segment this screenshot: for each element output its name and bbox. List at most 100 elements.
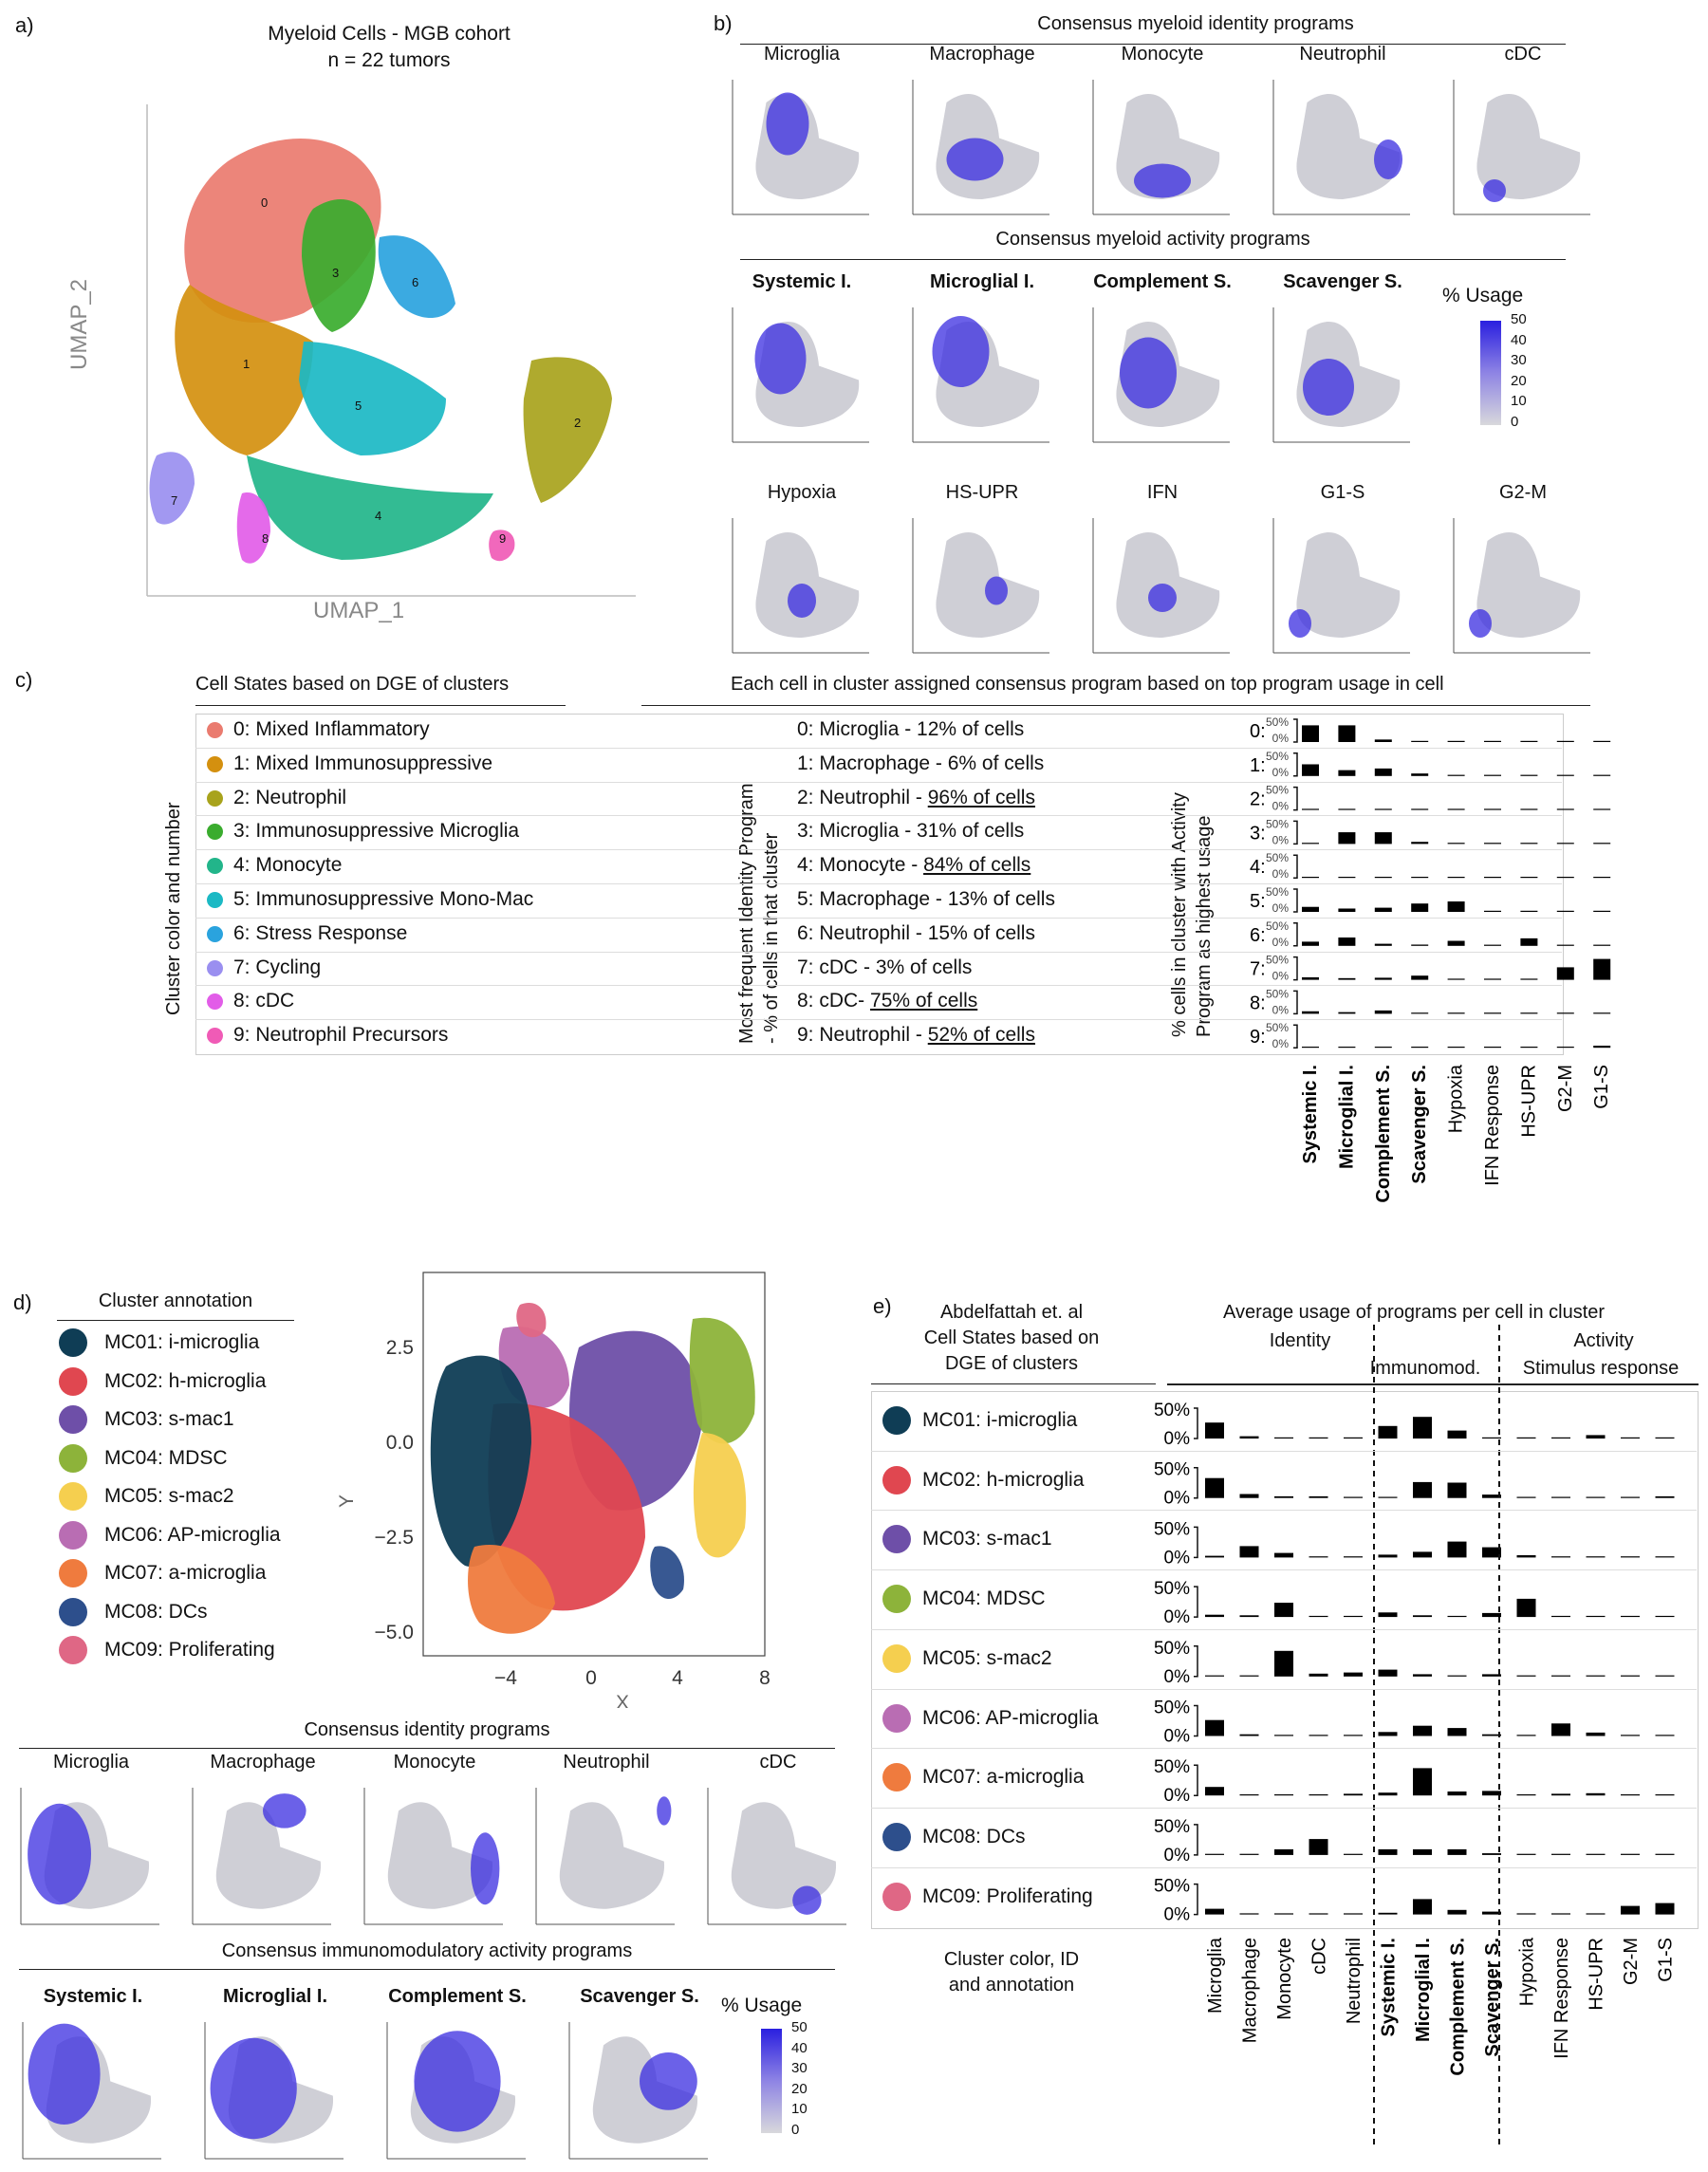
b-activity-microglial-i-plot — [912, 307, 1049, 443]
c-axis-3 — [1293, 820, 1298, 845]
c-tick-top-8: 50% — [1266, 987, 1289, 1000]
cell-states-rule — [195, 705, 566, 706]
umap-cluster-label-1: 1 — [243, 357, 250, 371]
c-bar-2-microglial-i — [1338, 808, 1356, 810]
d-identity-macrophage-hotspot — [263, 1793, 306, 1829]
c-bar-9-g2-m — [1556, 1047, 1574, 1049]
usage-tick-50: 50 — [1511, 311, 1527, 327]
activity-header-b: Consensus myeloid activity programs — [995, 229, 1310, 250]
c-tick-top-2: 50% — [1266, 784, 1289, 797]
b-activity-microglial-i-hotspot — [932, 316, 990, 387]
e-bar-2-complement-s — [1447, 1541, 1467, 1558]
e-bar-2-neutrophil — [1344, 1556, 1363, 1558]
cell-state-label-2: 2: Neutrophil — [233, 786, 347, 808]
c-bar-5-systemic-i — [1302, 906, 1319, 912]
annotation-label-mc06-ap-microglia: MC06: AP-microglia — [104, 1523, 281, 1546]
b-activity-systemic-i-label: Systemic I. — [752, 271, 852, 292]
umap-cluster-6 — [378, 235, 455, 318]
e-bar-7-g1-s — [1655, 1853, 1675, 1855]
b-activity-g2-m-plot — [1453, 518, 1590, 654]
e-bar-6-systemic-i — [1378, 1792, 1398, 1796]
c-row-divider — [195, 985, 1562, 987]
e-category-scavenger-s: Scavenger S. — [1482, 1938, 1503, 2057]
e-left-header: Abdelfattah et. al Cell States based on … — [869, 1300, 1154, 1377]
e-label-mc07-a-microglia: MC07: a-microglia — [922, 1766, 1085, 1789]
annotation-dot-mc09-proliferating — [59, 1636, 87, 1664]
e-tick-top-1: 50% — [1154, 1460, 1190, 1480]
c-bar-5-scavenger-s — [1411, 903, 1429, 912]
e-row-divider — [871, 1450, 1697, 1452]
c-bar-9-ifn-response — [1484, 1047, 1501, 1049]
d-activity-microglial-i-plot — [204, 2022, 343, 2160]
c-row-label-6: 6: — [1250, 925, 1266, 946]
usage-tick-20: 20 — [1511, 372, 1527, 389]
program-assign-rule — [641, 705, 1590, 706]
e-bar-8-complement-s — [1447, 1909, 1467, 1915]
identity-program-pct-4: 84% of cells — [923, 854, 1031, 877]
c-bar-9-complement-s — [1374, 1047, 1392, 1049]
c-bar-8-hypoxia — [1447, 1012, 1465, 1014]
c-bar-8-hs-upr — [1520, 1012, 1538, 1014]
c-bar-9-hs-upr — [1520, 1047, 1538, 1049]
b-identity-neutrophil-hotspot — [1374, 139, 1402, 179]
e-bar-4-cdc — [1309, 1673, 1328, 1677]
b-activity-hs-upr-label: HS-UPR — [945, 482, 1019, 503]
b-identity-microglia-label: Microglia — [763, 44, 841, 65]
b-activity-systemic-i: Systemic I. — [731, 271, 873, 444]
c-bar-8-systemic-i — [1302, 1011, 1319, 1014]
c-row-divider — [195, 815, 1562, 817]
e-dot-mc06-ap-microglia — [882, 1703, 911, 1733]
c-bar-6-g2-m — [1556, 944, 1574, 946]
c-bar-1-hs-upr — [1520, 774, 1538, 776]
c-bar-8-scavenger-s — [1411, 1012, 1429, 1014]
e-row-divider — [871, 1866, 1697, 1868]
c-bar-5-ifn-response — [1484, 910, 1501, 912]
c-row-divider — [195, 781, 1562, 783]
c-tick-top-3: 50% — [1266, 817, 1289, 830]
e-row-divider — [871, 1748, 1697, 1750]
e-bar-1-systemic-i — [1378, 1496, 1398, 1498]
e-bar-0-microglia — [1205, 1422, 1224, 1439]
e-bar-4-scavenger-s — [1482, 1674, 1501, 1677]
umap-title-line2: n = 22 tumors — [327, 49, 451, 71]
d-identity-macrophage-cells — [215, 1802, 322, 1909]
c-bar-1-scavenger-s — [1411, 773, 1429, 776]
c-row-divider — [195, 747, 1562, 749]
e-bar-7-systemic-i — [1378, 1848, 1398, 1855]
scatter-xtick-1: 0 — [585, 1667, 597, 1689]
e-dot-mc08-dcs — [882, 1822, 911, 1851]
c-bar-0-hs-upr — [1520, 740, 1538, 742]
umap-cluster-label-0: 0 — [261, 195, 268, 210]
identity-program-8: 8: cDC- 75% of cells — [797, 990, 977, 1012]
c-row-divider — [195, 849, 1562, 851]
c-bar-3-ifn-response — [1484, 843, 1501, 845]
e-bar-8-macrophage — [1239, 1913, 1259, 1915]
usage-d-tick-30: 30 — [791, 2060, 808, 2076]
c-bar-2-g1-s — [1593, 808, 1611, 810]
panel-label-d: d) — [13, 1290, 32, 1314]
c-category-systemic-i: Systemic I. — [1300, 1065, 1321, 1164]
e-category-monocyte: Monocyte — [1274, 1938, 1295, 2020]
cell-states-header: Cell States based on DGE of clusters — [195, 674, 510, 695]
c-tick-bottom-1: 0% — [1272, 766, 1290, 779]
e-tick-bottom-0: 0% — [1164, 1429, 1191, 1449]
e-bar-2-microglial-i — [1413, 1551, 1432, 1558]
b-activity-g1-s-cells — [1296, 532, 1401, 638]
c-axis-8 — [1293, 990, 1298, 1015]
e-bar-4-ifn-response — [1551, 1675, 1570, 1677]
e-bar-3-microglial-i — [1413, 1615, 1432, 1618]
c-bar-4-complement-s — [1374, 877, 1392, 879]
e-bar-8-g2-m — [1621, 1905, 1640, 1915]
c-category-microglial-i: Microglial I. — [1336, 1065, 1357, 1169]
c-bar-5-microglial-i — [1338, 908, 1356, 912]
e-axis-6 — [1194, 1764, 1198, 1796]
c-bar-5-g2-m — [1556, 910, 1574, 912]
identity-program-2: 2: Neutrophil - 96% of cells — [797, 787, 1035, 809]
e-bar-8-hypoxia — [1516, 1913, 1536, 1915]
annotation-label-mc05-s-mac2: MC05: s-mac2 — [104, 1485, 234, 1507]
e-bar-5-ifn-response — [1551, 1723, 1570, 1736]
e-bar-0-microglial-i — [1413, 1417, 1432, 1439]
e-bar-3-neutrophil — [1344, 1615, 1363, 1618]
e-axis-2 — [1194, 1526, 1198, 1559]
c-bar-7-complement-s — [1374, 977, 1392, 980]
